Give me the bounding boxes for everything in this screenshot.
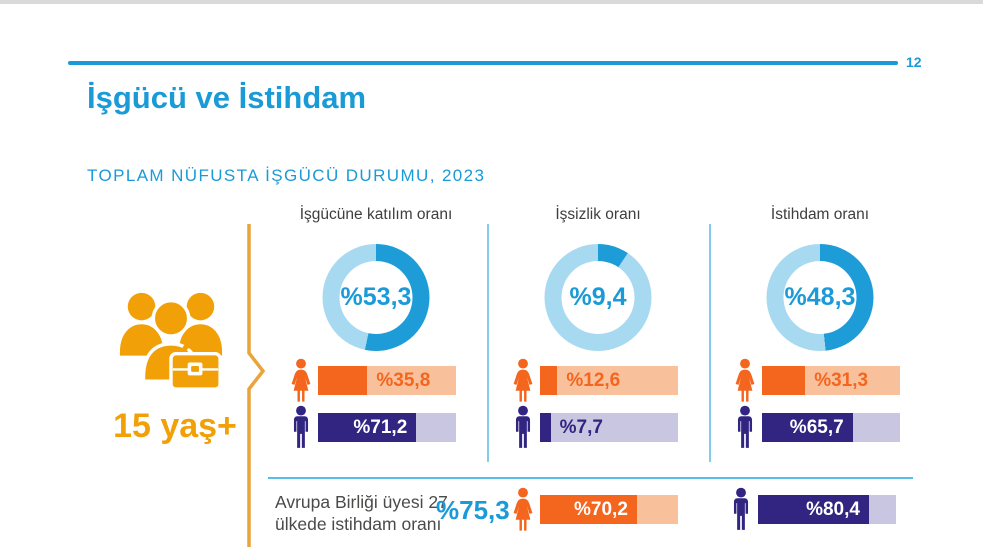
male-icon bbox=[724, 487, 758, 532]
male-bar-track: %65,7 bbox=[762, 413, 900, 442]
eu-separator-line bbox=[268, 477, 913, 479]
female-icon bbox=[728, 358, 762, 403]
eu-male-bar-row: %80,4 bbox=[704, 495, 904, 524]
male-bar-fill bbox=[762, 413, 853, 442]
column-unemployment: İşsizlik oranı %9,4 %12,6 %7,7 bbox=[486, 204, 710, 449]
bracket-shape bbox=[247, 224, 266, 547]
female-bar-value: %12,6 bbox=[566, 369, 621, 391]
column-divider bbox=[709, 224, 711, 462]
female-bar-track: %12,6 bbox=[540, 366, 678, 395]
eu-caption-line1: Avrupa Birliği üyesi 27 bbox=[275, 492, 448, 512]
eu-total-value: %75,3 bbox=[436, 495, 510, 525]
male-bar-row: %65,7 bbox=[708, 413, 932, 442]
donut-value: %9,4 bbox=[569, 283, 627, 311]
female-bar-track: %35,8 bbox=[318, 366, 456, 395]
male-bar-fill bbox=[540, 413, 551, 442]
page-title: İşgücü ve İstihdam bbox=[87, 80, 367, 115]
female-icon bbox=[284, 358, 318, 403]
column-labor-participation: İşgücüne katılım oranı %53,3 %35,8 %71,2 bbox=[264, 204, 488, 449]
section-subtitle: TOPLAM NÜFUSTA İŞGÜCÜ DURUMU, 2023 bbox=[87, 166, 486, 185]
female-bar-track: %31,3 bbox=[762, 366, 900, 395]
female-bar-row: %31,3 bbox=[708, 366, 932, 395]
female-icon bbox=[506, 358, 540, 403]
female-bar-row: %12,6 bbox=[486, 366, 710, 395]
column-employment: İstihdam oranı %48,3 %31,3 %65,7 bbox=[708, 204, 932, 449]
page-number: 12 bbox=[906, 54, 922, 70]
header-rule bbox=[68, 61, 898, 65]
male-bar-track: %80,4 bbox=[758, 495, 896, 524]
male-bar-value: %71,2 bbox=[353, 416, 408, 438]
female-bar-value: %70,2 bbox=[574, 498, 628, 520]
age-group-label: 15 yaş+ bbox=[113, 407, 237, 445]
donut-chart: %53,3 bbox=[322, 244, 430, 351]
female-bar-fill bbox=[762, 366, 806, 395]
male-bar-value: %80,4 bbox=[806, 498, 860, 520]
female-bar-fill bbox=[540, 495, 637, 524]
male-bar-row: %7,7 bbox=[486, 413, 710, 442]
eu-caption: Avrupa Birliği üyesi 27 ülkede istihdam … bbox=[275, 491, 510, 535]
female-bar-row: %35,8 bbox=[264, 366, 488, 395]
male-bar-fill bbox=[318, 413, 417, 442]
female-icon bbox=[506, 487, 540, 532]
male-icon bbox=[284, 405, 318, 450]
female-bar-track: %70,2 bbox=[540, 495, 678, 524]
column-header: İşsizlik oranı bbox=[555, 206, 641, 223]
eu-caption-line2: ülkede istihdam oranı bbox=[275, 514, 442, 534]
male-bar-row: %71,2 bbox=[264, 413, 488, 442]
male-bar-fill bbox=[758, 495, 869, 524]
male-bar-value: %7,7 bbox=[559, 416, 603, 438]
column-divider bbox=[487, 224, 489, 462]
column-header: İstihdam oranı bbox=[770, 206, 870, 223]
column-header: İşgücüne katılım oranı bbox=[299, 206, 453, 223]
male-bar-value: %65,7 bbox=[789, 416, 844, 438]
female-bar-value: %31,3 bbox=[814, 369, 869, 391]
female-bar-value: %35,8 bbox=[376, 369, 431, 391]
male-icon bbox=[506, 405, 540, 450]
male-bar-track: %7,7 bbox=[540, 413, 678, 442]
female-bar-fill bbox=[540, 366, 558, 395]
male-icon bbox=[728, 405, 762, 450]
donut-chart: %9,4 bbox=[544, 244, 652, 351]
donut-value: %53,3 bbox=[340, 283, 412, 311]
top-strip bbox=[0, 0, 983, 4]
donut-chart: %48,3 bbox=[766, 244, 874, 351]
female-bar-fill bbox=[318, 366, 368, 395]
eu-female-bar-row: %70,2 bbox=[486, 495, 686, 524]
male-bar-track: %71,2 bbox=[318, 413, 456, 442]
people-with-briefcase-icon bbox=[112, 283, 230, 393]
donut-value: %48,3 bbox=[784, 283, 856, 311]
